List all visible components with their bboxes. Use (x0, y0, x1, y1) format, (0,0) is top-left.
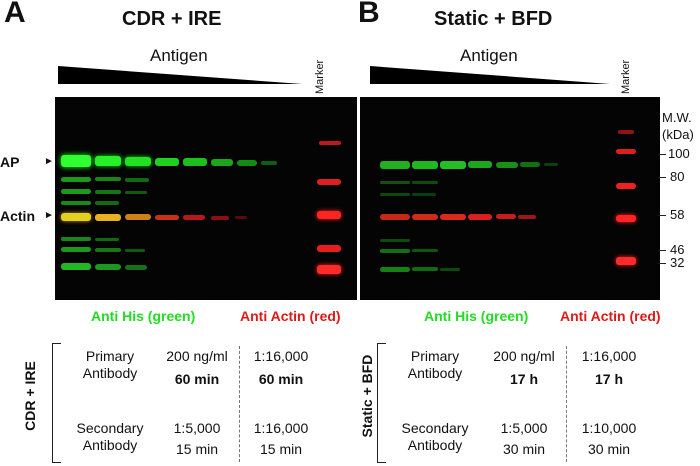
table-b-vertical-label: Static + BFD (359, 354, 375, 438)
table-b-primary-actin: 1:16,000 17 h (581, 348, 637, 387)
ap-label: AP (0, 154, 20, 170)
panel-a-blot-image (55, 97, 357, 300)
panel-b-letter: B (358, 0, 380, 29)
mw-tick-32 (658, 263, 666, 264)
panel-b-anti-his-label: Anti His (green) (424, 308, 529, 324)
table-a-bracket (52, 343, 61, 463)
mw-tick-58 (658, 215, 666, 216)
table-a-vertical-label: CDR + IRE (22, 361, 38, 431)
table-a-primary-his: 200 ng/ml 60 min (166, 348, 228, 387)
actin-label: Actin (0, 208, 35, 224)
table-a-secondary-his: 1:5,000 15 min (173, 420, 221, 457)
panel-a-marker-label: Marker (314, 59, 326, 94)
mw-tick-100 (658, 154, 666, 155)
table-a-secondary-label: Secondary Antibody (76, 420, 144, 453)
panel-b-antigen-gradient-wedge (370, 66, 610, 84)
panel-b-marker-label: Marker (620, 59, 632, 94)
table-a-primary-actin: 1:16,000 60 min (253, 348, 309, 387)
mw-label-58: 58 (670, 207, 685, 222)
table-b-divider (566, 346, 567, 462)
panel-b-antigen-label: Antigen (460, 46, 518, 65)
ap-arrow-icon: ► (44, 156, 54, 167)
mw-label-100: 100 (668, 146, 690, 161)
mw-tick-46 (658, 250, 666, 251)
mw-label-46: 46 (670, 242, 685, 257)
mw-tick-80 (658, 177, 666, 178)
table-a-divider (239, 346, 240, 462)
mw-title-line1: M.W. (662, 110, 692, 125)
table-a-primary-label: Primary Antibody (82, 348, 138, 381)
table-a-secondary-actin: 1:16,000 15 min (253, 420, 309, 457)
mw-label-80: 80 (670, 169, 685, 184)
table-b-secondary-his: 1:5,000 30 min (500, 420, 548, 457)
panel-a-antigen-label: Antigen (150, 46, 208, 65)
panel-a-title: CDR + IRE (122, 8, 222, 30)
table-b-primary-his: 200 ng/ml 17 h (493, 348, 555, 387)
mw-title-line2: (kDa) (662, 127, 694, 142)
panel-a-letter: A (4, 0, 26, 29)
panel-a-anti-his-label: Anti His (green) (91, 308, 196, 324)
mw-label-32: 32 (670, 255, 685, 270)
panel-a-antigen-gradient-wedge (58, 66, 302, 84)
table-b-bracket (377, 343, 386, 463)
panel-b-anti-actin-label: Anti Actin (red) (560, 308, 661, 324)
panel-b-blot-image (360, 97, 660, 300)
panel-b-title: Static + BFD (434, 8, 553, 30)
table-b-secondary-label: Secondary Antibody (401, 420, 469, 453)
table-b-secondary-actin: 1:10,000 30 min (581, 420, 637, 457)
actin-arrow-icon: ► (44, 210, 54, 221)
table-b-primary-label: Primary Antibody (407, 348, 463, 381)
panel-a-anti-actin-label: Anti Actin (red) (240, 308, 341, 324)
